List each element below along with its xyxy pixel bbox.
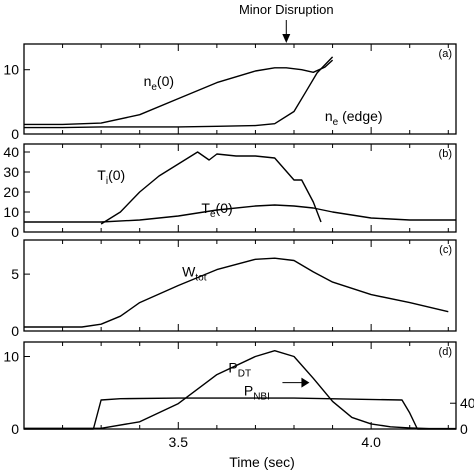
series-label-subscript: e (151, 82, 157, 93)
y-tick-label: 0 (11, 323, 19, 339)
x-tick-label: 4.0 (361, 434, 381, 450)
y-tick-label: 0 (11, 224, 19, 240)
series-label: Te(0) (201, 200, 232, 220)
y-tick-label: 0 (11, 126, 19, 142)
series-label: PNBI (244, 383, 270, 403)
series-label-main: T (97, 167, 106, 183)
series-t-e-0- (24, 204, 456, 223)
panel-3: 0 5 (c) Wtot (11, 239, 457, 339)
panel-frame (23, 143, 457, 233)
series-label: Wtot (182, 263, 207, 283)
series-label-tail: (edge) (338, 108, 382, 124)
y-tick-label: 40 (3, 144, 19, 160)
series-label-main: P (244, 383, 253, 399)
right-y-tick-label: 40 (460, 395, 474, 411)
series-label-main: n (144, 73, 152, 89)
series-w-tot (24, 257, 449, 328)
series-n-e-0- (24, 59, 334, 126)
series-p-dt (24, 350, 456, 430)
y-tick-label: 10 (3, 349, 19, 365)
y-tick-label: 0 (11, 421, 19, 437)
panel-tag: (b) (439, 148, 452, 160)
series-label: ne (edge) (325, 108, 383, 128)
series-label-subscript: tot (195, 272, 206, 283)
y-tick-label: 5 (11, 266, 19, 282)
series-label-main: P (228, 359, 237, 375)
series-label-subscript: e (210, 209, 216, 220)
series-label-subscript: i (106, 176, 108, 187)
panel-frame (23, 239, 457, 332)
series-label-subscript: e (333, 117, 339, 128)
minor-disruption-annotation: Minor Disruption (239, 2, 334, 43)
series-label-main: n (325, 108, 333, 124)
series-t-i-0- (100, 151, 322, 225)
series-label-tail: (0) (108, 167, 125, 183)
series-label-subscript: NBI (253, 392, 270, 403)
panel-tag: (a) (439, 48, 452, 60)
x-axis-label: Time (sec) (229, 454, 295, 470)
series-label-subscript: DT (238, 368, 251, 379)
annotation-arrow-head (282, 34, 291, 43)
series-label-tail: (0) (157, 73, 174, 89)
panel-frame (23, 341, 457, 430)
y-tick-label: 20 (3, 184, 19, 200)
x-axis: 3.5 4.0 (169, 434, 382, 450)
y-tick-label: 30 (3, 164, 19, 180)
series-n-e-edge- (24, 56, 334, 129)
x-tick-label: 3.5 (169, 434, 189, 450)
series-label-main: W (182, 263, 196, 279)
panel-tag: (c) (439, 244, 452, 256)
right-y-tick-label: 0 (460, 421, 468, 437)
y-tick-label: 10 (3, 204, 19, 220)
panel-tag: (d) (439, 346, 452, 358)
series-p-nbi (24, 397, 456, 430)
series-label-main: T (201, 200, 210, 216)
nbi-arrow-head (301, 377, 310, 388)
panel-frame (23, 43, 457, 135)
series-label-tail: (0) (216, 200, 233, 216)
series-label: ne(0) (144, 73, 174, 93)
annotation-text: Minor Disruption (239, 2, 334, 17)
panel-1: 010(a)ne(0)ne (edge) (3, 43, 457, 142)
series-label: PDT (228, 359, 251, 379)
y-tick-label: 10 (3, 62, 19, 78)
series-label: Ti(0) (97, 167, 125, 187)
